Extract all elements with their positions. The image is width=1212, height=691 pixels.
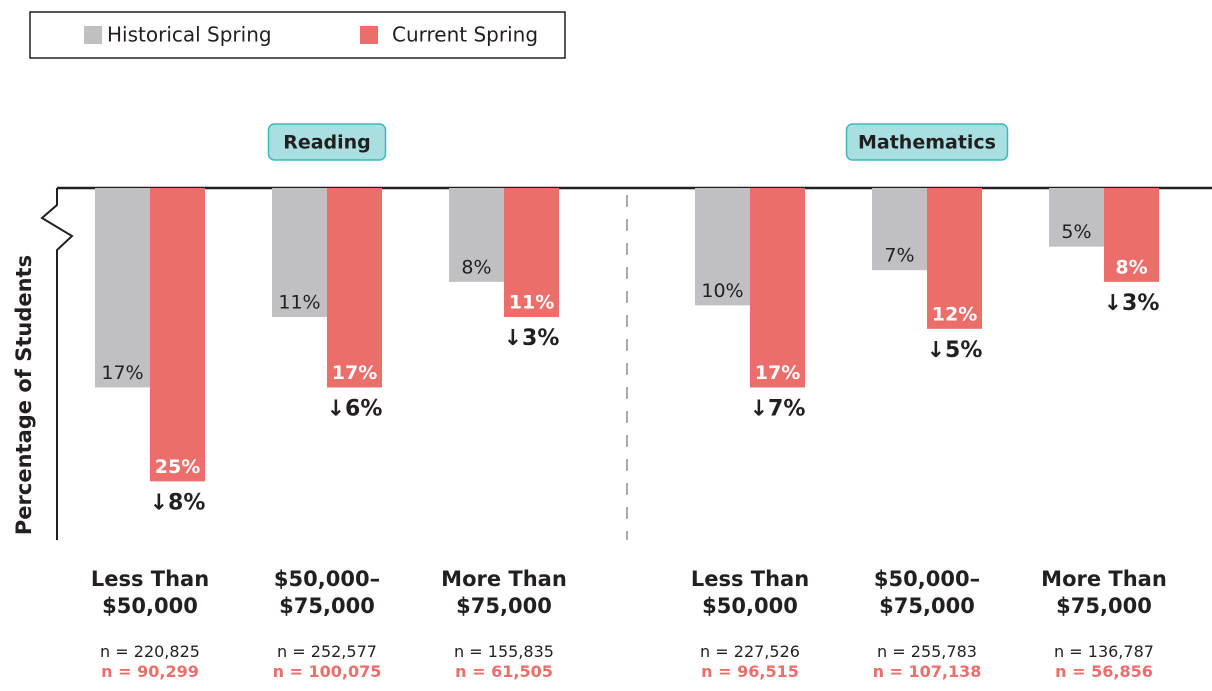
bar [504, 188, 559, 318]
value-label: 25% [155, 456, 200, 478]
value-label: 10% [701, 280, 743, 302]
legend-swatch [360, 26, 378, 44]
bar [872, 188, 927, 271]
bar [95, 188, 150, 388]
x-tick-label: More Than $75,000 [1041, 567, 1167, 618]
value-label: 17% [332, 362, 377, 384]
broken-axis [40, 188, 74, 540]
sample-size: n = 96,515 [701, 662, 799, 681]
x-tick-label: More Than $75,000 [441, 567, 567, 618]
sample-size: n = 61,505 [455, 662, 553, 681]
sample-size: n = 136,787 [1054, 642, 1154, 661]
change-label: ↓3% [504, 326, 560, 351]
sample-size: n = 107,138 [872, 662, 982, 681]
x-tick-label: $50,000– $75,000 [273, 567, 381, 618]
sample-size: n = 220,825 [100, 642, 200, 661]
value-label: 17% [101, 362, 143, 384]
bar [750, 188, 805, 388]
sample-size: n = 56,856 [1055, 662, 1153, 681]
change-label: ↓3% [1104, 291, 1160, 316]
bar [327, 188, 382, 388]
value-label: 11% [509, 292, 554, 314]
sample-size: n = 155,835 [454, 642, 554, 661]
sample-size: n = 227,526 [700, 642, 800, 661]
bar [1049, 188, 1104, 247]
change-label: ↓7% [750, 396, 806, 421]
legend-box [29, 11, 566, 59]
sample-size: n = 255,783 [877, 642, 977, 661]
value-label: 5% [1061, 221, 1091, 243]
x-tick-label: Less Than $50,000 [690, 567, 810, 618]
value-label: 8% [1115, 256, 1147, 278]
sample-size: n = 90,299 [101, 662, 199, 681]
bar [272, 188, 327, 318]
legend-label: Current Spring [392, 23, 538, 47]
y-axis-label: Percentage of Students [12, 255, 36, 535]
sample-size: n = 100,075 [272, 662, 382, 681]
x-tick-label: $50,000– $75,000 [873, 567, 981, 618]
value-label: 17% [755, 362, 800, 384]
panel-title-box [845, 123, 1009, 161]
panel-title: Reading [283, 132, 371, 154]
change-label: ↓5% [927, 338, 983, 363]
value-label: 12% [932, 303, 977, 325]
bar [449, 188, 504, 282]
change-label: ↓8% [150, 490, 206, 515]
legend-swatch [84, 26, 102, 44]
value-label: 11% [278, 292, 320, 314]
panel-title: Mathematics [858, 132, 996, 154]
bar [695, 188, 750, 306]
change-label: ↓6% [327, 396, 383, 421]
value-label: 8% [461, 256, 491, 278]
sample-size: n = 252,577 [277, 642, 377, 661]
bar [1104, 188, 1159, 282]
value-label: 7% [884, 245, 914, 267]
panel-title-box [267, 123, 387, 161]
x-tick-label: Less Than $50,000 [90, 567, 210, 618]
bar [150, 188, 205, 482]
bar [927, 188, 982, 329]
legend-label: Historical Spring [107, 23, 272, 47]
